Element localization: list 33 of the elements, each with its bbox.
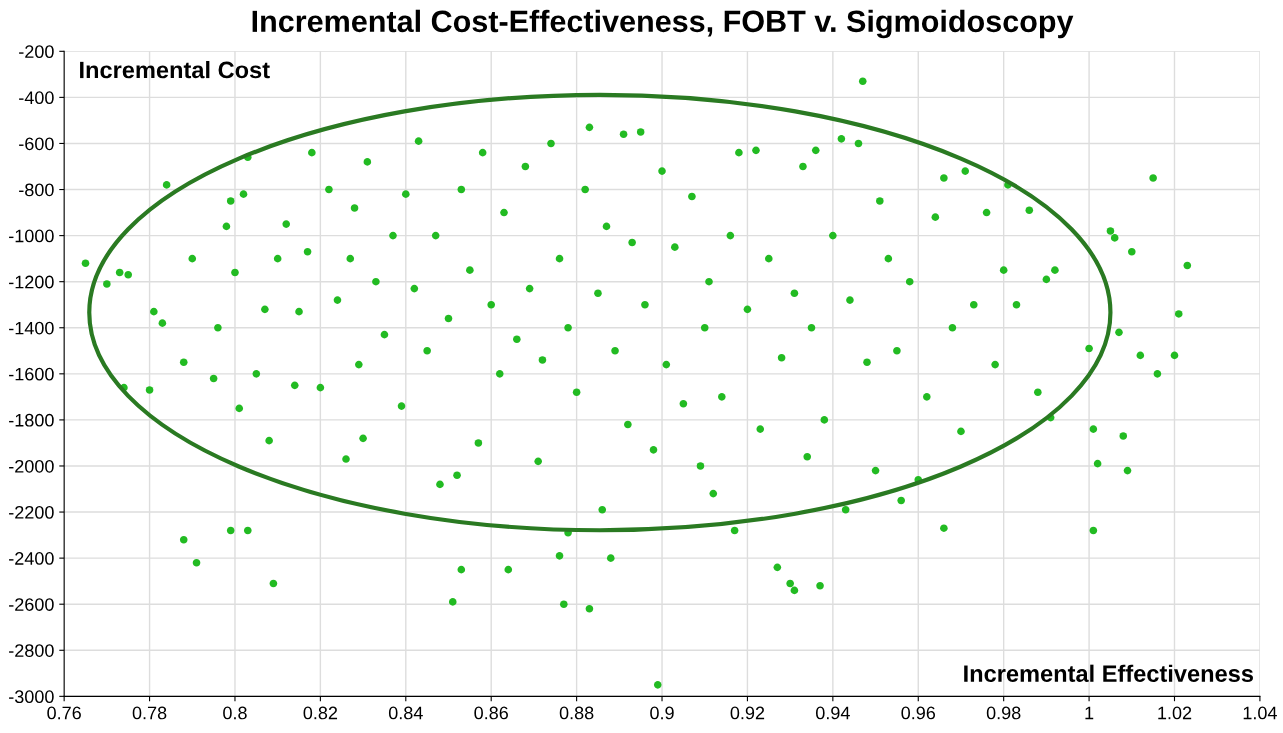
y-tick-label: -800 — [19, 183, 54, 197]
x-tick-label: 0.88 — [559, 706, 594, 720]
x-tick-label: 0.82 — [303, 706, 338, 720]
y-tick-label: -1600 — [9, 367, 54, 381]
x-tick-label: 0.9 — [650, 706, 674, 720]
x-tick-label: 0.84 — [388, 706, 423, 720]
x-tick-label: 1.02 — [1158, 706, 1192, 720]
x-tick-label: 0.8 — [223, 706, 247, 720]
y-tick-label: -3000 — [9, 690, 54, 704]
y-tick-label: -1200 — [9, 275, 54, 289]
x-tick-label: 0.78 — [132, 706, 167, 720]
x-tick-label: 0.76 — [47, 706, 81, 720]
x-tick-label: 0.98 — [986, 706, 1021, 720]
x-axis-title: Incremental Effectiveness — [964, 664, 1253, 683]
y-axis-title: Incremental Cost — [80, 60, 270, 79]
y-tick-label: -2600 — [9, 598, 54, 611]
y-tick-label: -2800 — [9, 644, 54, 657]
y-tick-label: -400 — [19, 91, 54, 105]
y-tick-label: -200 — [19, 45, 54, 59]
x-tick-label: 1 — [1085, 706, 1094, 720]
y-tick-label: -2400 — [9, 552, 54, 565]
x-tick-label: 0.96 — [901, 706, 936, 720]
y-tick-label: -600 — [19, 137, 54, 151]
x-tick-label: 0.94 — [815, 706, 850, 720]
y-tick-label: -2200 — [9, 505, 54, 519]
y-tick-label: -1400 — [9, 321, 54, 335]
chart-title: Incremental Cost-Effectiveness, FOBT v. Sigmoidoscopy — [252, 9, 1074, 39]
x-tick-label: 1.04 — [1243, 706, 1277, 720]
x-tick-label: 0.92 — [730, 706, 765, 720]
y-tick-label: -1800 — [9, 413, 54, 427]
y-tick-label: -2000 — [9, 459, 54, 473]
x-tick-label: 0.86 — [474, 706, 508, 720]
y-tick-label: -1000 — [9, 229, 54, 243]
